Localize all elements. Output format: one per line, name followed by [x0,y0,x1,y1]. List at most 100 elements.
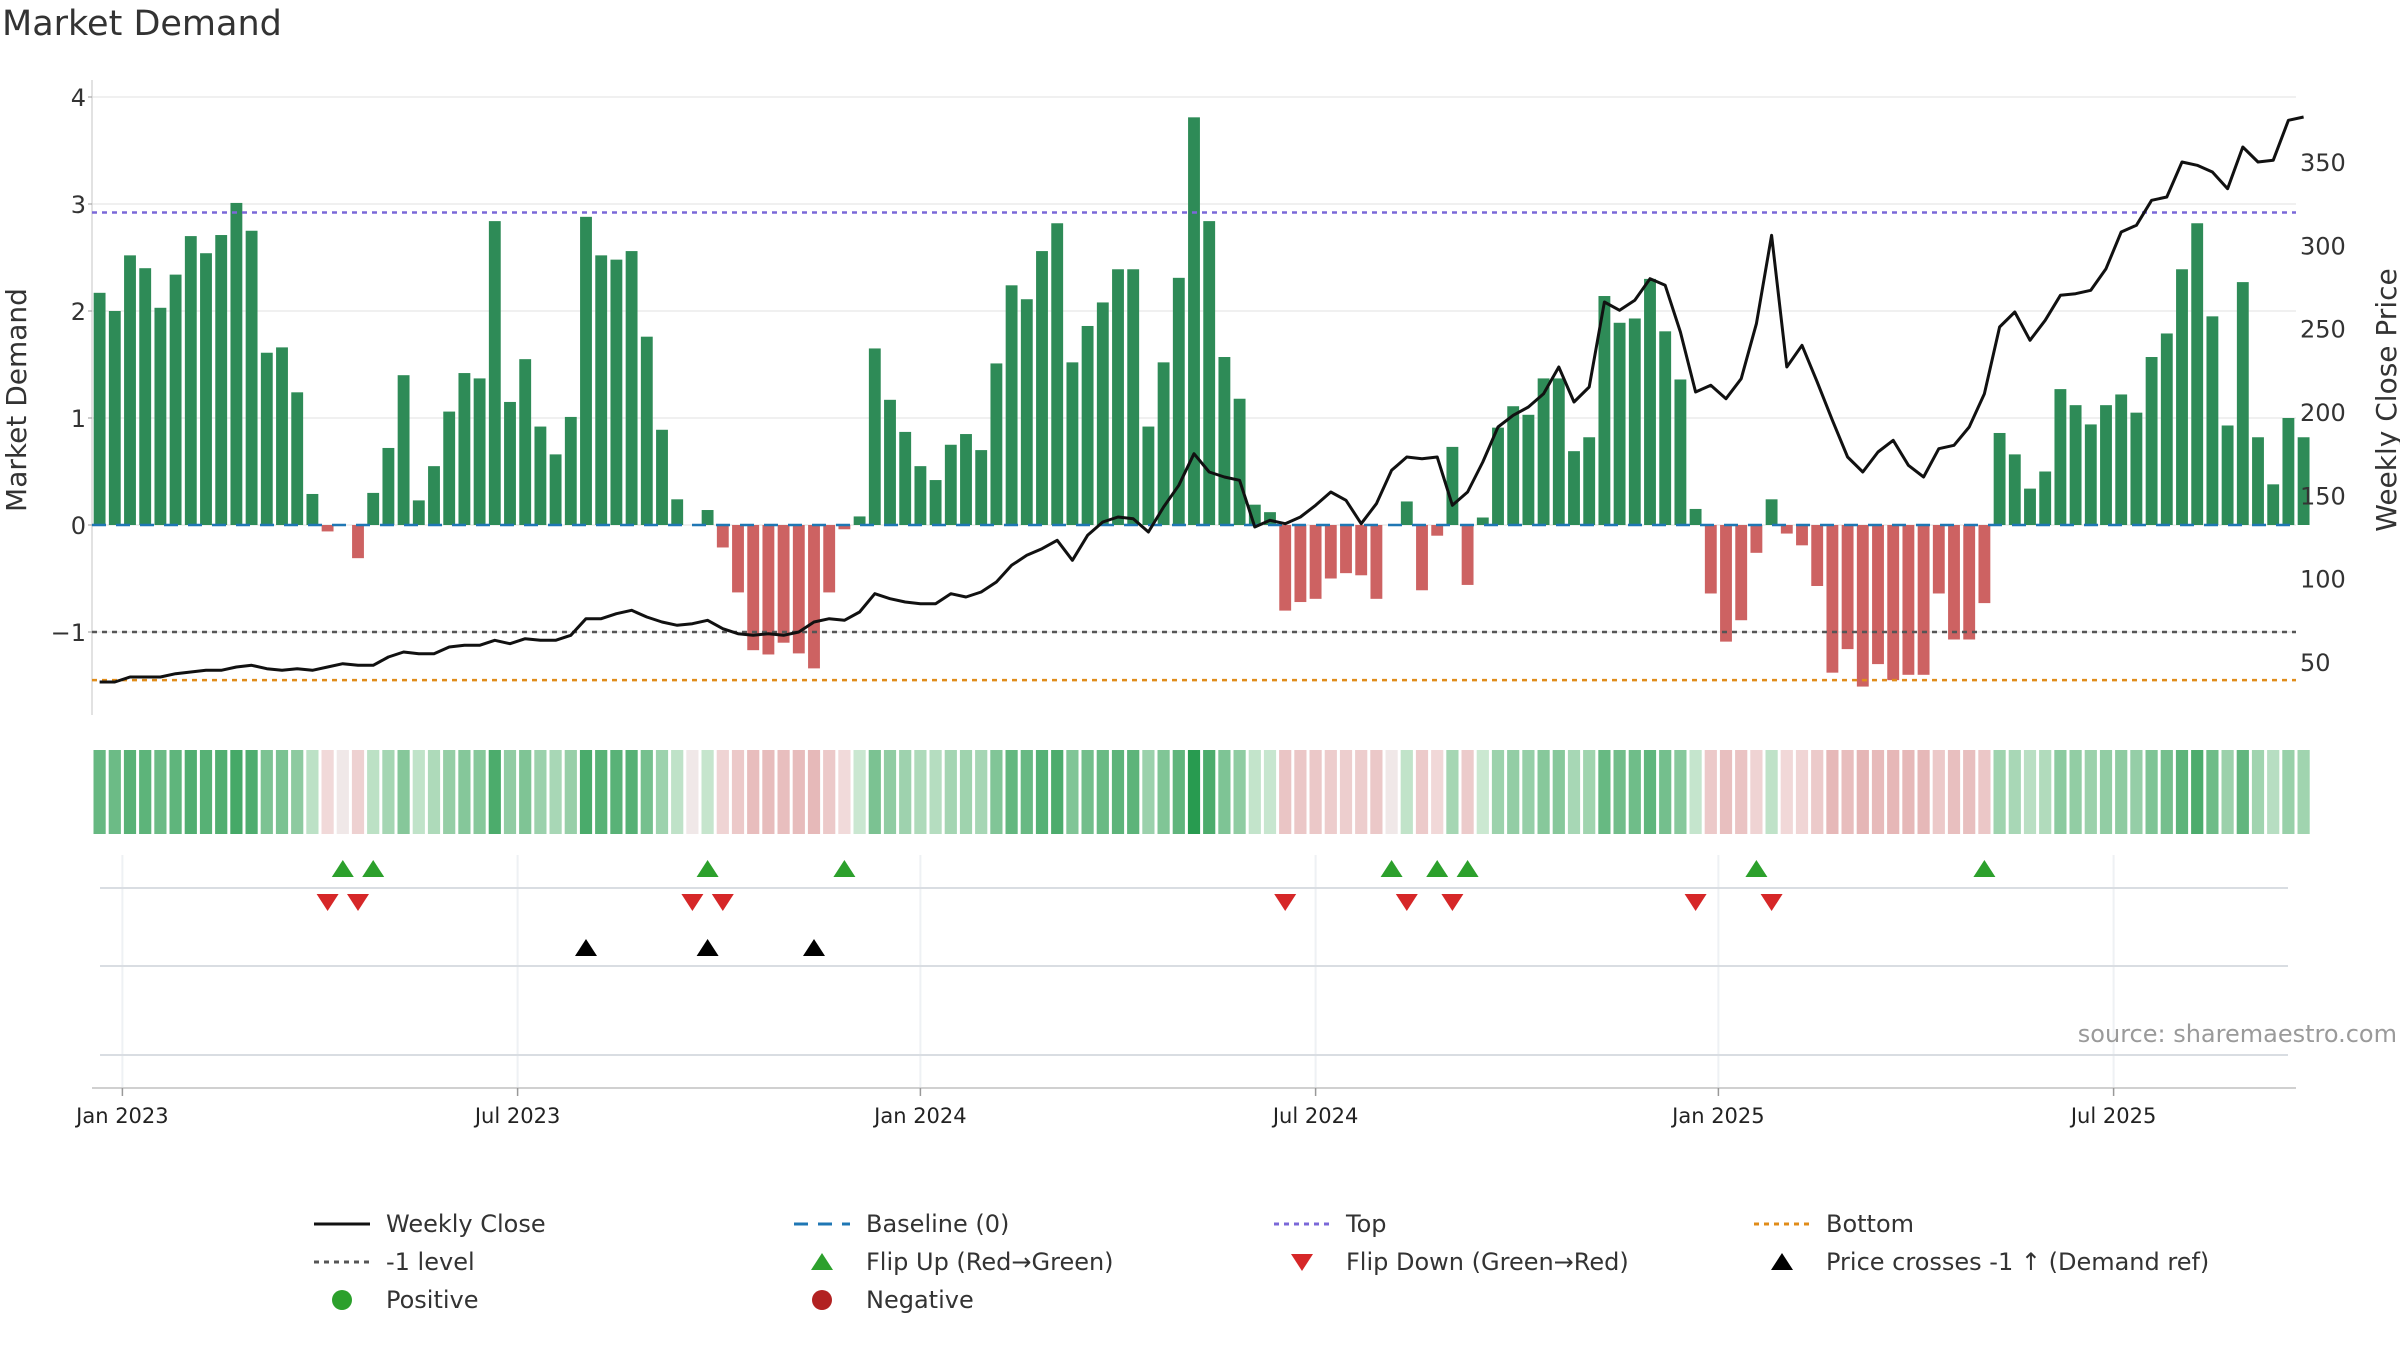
demand-strip [93,750,2310,834]
strip-cell [1871,750,1885,834]
demand-bar [1993,432,2006,525]
legend-item-minus1: -1 level [310,1243,475,1281]
price-layer [99,115,2304,684]
strip-cell [595,750,608,834]
demand-bar [1142,426,1155,525]
flip-up-marker [833,860,856,877]
strip-cell [2221,750,2234,834]
strip-cell [853,750,866,834]
demand-bar [1340,525,1352,574]
strip-cell [1780,750,1793,834]
demand-bar [1324,525,1337,579]
demand-bar [1446,446,1459,525]
strip-cell [1613,750,1626,834]
y-tick-label: −1 [51,619,86,647]
demand-bar [732,525,744,593]
flip-up-marker [362,860,385,877]
strip-cell [1993,750,2006,834]
strip-cell [2282,750,2295,834]
demand-bar [868,348,881,525]
strip-cell [2039,750,2052,834]
demand-bar [382,447,395,525]
legend-swatch-icon [1750,1209,1814,1239]
y-tick-label: 3 [71,191,86,219]
strip-cell [1111,750,1125,834]
demand-bar [1552,378,1565,525]
demand-bar [1598,296,1611,525]
strip-cell [975,750,988,834]
strip-cell [2054,750,2067,834]
demand-bar [944,444,957,525]
x-tick-label: Jul 2024 [1271,1104,1358,1128]
demand-bar [1735,525,1748,621]
flip-down-marker [1684,894,1707,911]
demand-bar [169,274,182,525]
strip-cell [2160,750,2173,834]
demand-bar [1507,406,1520,525]
legend-swatch-icon [310,1247,374,1277]
strip-cell [1735,750,1748,834]
strip-cell [1248,750,1261,834]
demand-bar [1963,525,1976,640]
x-tick-label: Jan 2025 [1670,1104,1765,1128]
legend-label: Negative [866,1286,974,1314]
strip-cell [1902,750,1915,834]
demand-bar [1689,508,1702,525]
strip-cell [534,750,547,834]
legend-label: Weekly Close [386,1210,546,1238]
strip-cell [1081,750,1094,834]
strip-cell [1431,750,1444,834]
demand-bar [2206,316,2219,525]
demand-bar [1628,318,1641,525]
demand-bar [990,363,1003,525]
demand-bar [1568,451,1580,525]
legend-label: Price crosses -1 ↑ (Demand ref) [1826,1248,2210,1276]
y-tick-label: 0 [71,512,86,540]
strip-cell [914,750,927,834]
strip-cell [1218,750,1231,834]
strip-cell [2175,750,2189,834]
demand-bar [504,401,516,525]
demand-bar [975,450,988,525]
strip-cell [701,750,714,834]
strip-cell [1385,750,1398,834]
strip-cell [2297,750,2310,834]
strip-cell [2099,750,2113,834]
strip-cell [306,750,319,834]
demand-bar [1659,331,1672,525]
strip-cell [108,750,121,834]
demand-bar [914,466,927,525]
y2-axis-title: Weekly Close Price [2370,268,2400,531]
demand-bar [1765,499,1778,525]
y-tick-label: 1 [71,405,86,433]
strip-cell [1704,750,1717,834]
strip-cell [2023,750,2037,834]
demand-bar [671,499,684,525]
demand-bar [321,525,334,532]
chart-title: Market Demand [2,4,282,44]
demand-bar [1157,362,1170,525]
demand-bar [2024,488,2036,525]
strip-cell [2145,750,2158,834]
y-tick-label: 2 [71,298,86,326]
y2-tick-label: 50 [2300,649,2331,677]
demand-bar [1780,525,1793,534]
demand-bar [716,525,729,548]
demand-bar [1872,525,1884,665]
strip-cell [412,750,425,834]
y-axis-title: Market Demand [0,288,33,512]
strip-cell [1142,750,1155,834]
demand-bar [458,373,471,525]
strip-cell [1628,750,1641,834]
demand-bar [1856,525,1869,687]
demand-bar [838,525,851,530]
strip-cell [579,750,593,834]
strip-cell [1233,750,1246,834]
strip-cell [245,750,258,834]
cross-up-marker [575,939,597,956]
demand-bar [656,429,668,525]
demand-bar [640,336,653,525]
demand-bar [1674,379,1687,525]
demand-bar [2084,424,2097,525]
